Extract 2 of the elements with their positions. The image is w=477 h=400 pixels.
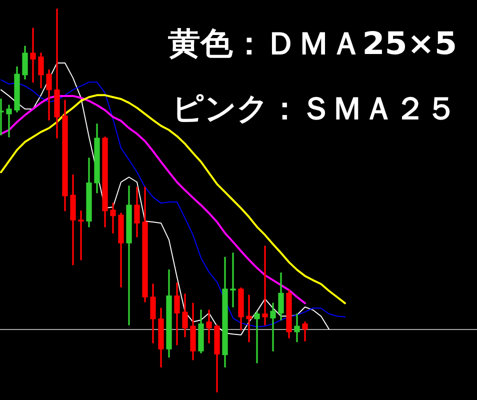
annotation: ピンク：ＳＭＡ２５ — [172, 91, 457, 127]
annotation: 黄色：ＤＭＡ25×5 — [168, 26, 457, 62]
